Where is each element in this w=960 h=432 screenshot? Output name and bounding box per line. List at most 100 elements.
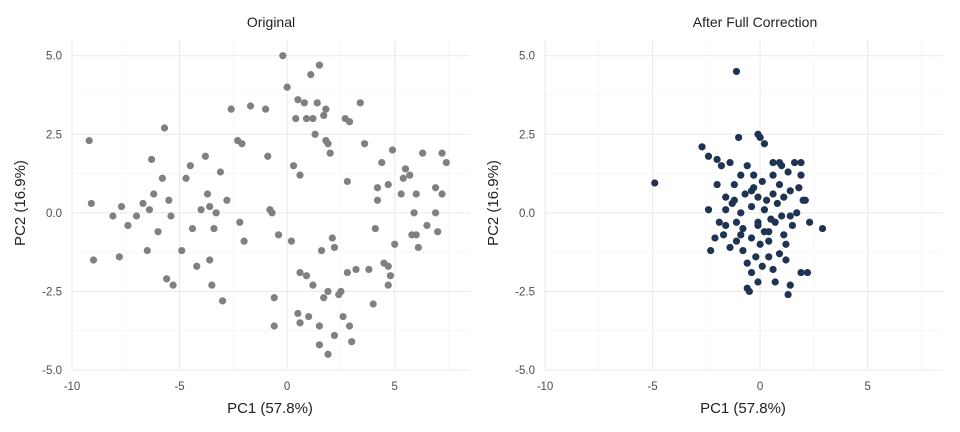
original-point <box>296 268 304 277</box>
corrected-point <box>719 231 728 239</box>
original-x-tick-label: -5 <box>174 381 184 393</box>
original-point <box>292 114 300 123</box>
original-point <box>307 70 315 79</box>
corrected-point <box>747 234 756 242</box>
original-point <box>330 243 339 252</box>
original-point <box>384 180 392 189</box>
original-point <box>434 228 442 236</box>
original-point <box>345 118 354 126</box>
original-point <box>345 322 354 330</box>
corrected-x-tick-label: -5 <box>647 381 657 393</box>
corrected-point <box>769 265 777 274</box>
corrected-point <box>760 228 769 236</box>
original-y-tick-label: 0.0 <box>46 208 62 220</box>
corrected-point <box>784 168 792 176</box>
original-point <box>384 262 392 270</box>
original-x-tick-label: -10 <box>64 381 81 393</box>
original-point <box>240 237 248 245</box>
original-point <box>438 190 446 198</box>
original-point <box>410 209 418 217</box>
original-x-tick-label: 0 <box>284 381 290 393</box>
original-point <box>132 212 141 220</box>
corrected-point <box>713 155 721 164</box>
corrected-point <box>754 221 762 230</box>
original-point <box>270 294 278 302</box>
corrected-y-axis-title: PC2 (16.9%) <box>485 160 502 246</box>
original-point <box>115 253 123 261</box>
corrected-y-tick-label: 0.0 <box>519 208 535 220</box>
original-point <box>238 140 246 148</box>
original-point <box>423 221 431 230</box>
original-point <box>203 190 212 198</box>
original-point <box>294 96 302 104</box>
corrected-point <box>747 268 756 277</box>
corrected-point <box>743 162 751 170</box>
original-point <box>206 256 214 264</box>
corrected-x-tick-label: -10 <box>537 381 554 393</box>
original-point <box>317 246 326 255</box>
corrected-point <box>726 243 734 252</box>
corrected-point <box>715 218 723 226</box>
corrected-point <box>743 284 751 292</box>
corrected-point <box>722 221 730 230</box>
corrected-point <box>728 199 736 208</box>
corrected-point <box>788 221 797 230</box>
corrected-point <box>771 218 779 226</box>
corrected-point <box>711 234 719 242</box>
corrected-point <box>739 246 747 255</box>
corrected-point <box>722 206 730 214</box>
corrected-point <box>793 209 801 217</box>
original-point <box>294 309 302 318</box>
original-point <box>328 234 336 242</box>
original-point <box>148 155 156 164</box>
corrected-point <box>747 187 756 195</box>
original-point <box>315 341 324 349</box>
corrected-point <box>732 67 741 76</box>
corrected-point <box>707 246 715 255</box>
original-point <box>369 300 377 308</box>
original-point <box>315 61 324 69</box>
corrected-point <box>743 259 751 267</box>
original-point <box>246 102 255 110</box>
original-point <box>419 149 427 157</box>
corrected-point <box>765 237 773 245</box>
corrected-point <box>778 162 786 170</box>
corrected-point <box>732 218 741 226</box>
original-point <box>324 140 332 148</box>
original-point <box>163 275 171 283</box>
original-point <box>343 268 351 277</box>
original-point <box>109 212 117 220</box>
corrected-point <box>806 218 814 226</box>
corrected-point <box>750 171 758 179</box>
corrected-point <box>803 268 812 277</box>
corrected-point <box>722 193 730 201</box>
original-point <box>386 272 394 280</box>
corrected-point <box>790 158 799 167</box>
original-point <box>320 294 328 302</box>
original-point <box>412 231 420 239</box>
original-point <box>309 281 317 289</box>
corrected-point <box>735 133 743 142</box>
original-point <box>193 262 201 270</box>
original-point <box>302 272 311 280</box>
original-point <box>143 246 151 255</box>
original-point <box>373 184 382 192</box>
corrected-point <box>775 250 784 258</box>
original-point <box>360 140 369 148</box>
original-point <box>371 224 379 233</box>
original-point <box>186 162 194 170</box>
original-point <box>201 152 209 160</box>
original-title: Original <box>247 14 295 30</box>
corrected-point <box>760 206 769 214</box>
original-point <box>442 158 450 167</box>
corrected-point <box>818 224 827 233</box>
original-panel: -10 -5 0 5 -5.0 -2.5 0.0 2.5 5.0 Original PC1 (57.… <box>12 14 470 417</box>
original-point <box>150 190 158 198</box>
original-point <box>227 105 235 113</box>
original-point <box>322 105 330 113</box>
original-point <box>343 177 351 186</box>
corrected-point <box>754 193 762 201</box>
original-point <box>212 209 220 217</box>
corrected-point <box>737 171 745 179</box>
